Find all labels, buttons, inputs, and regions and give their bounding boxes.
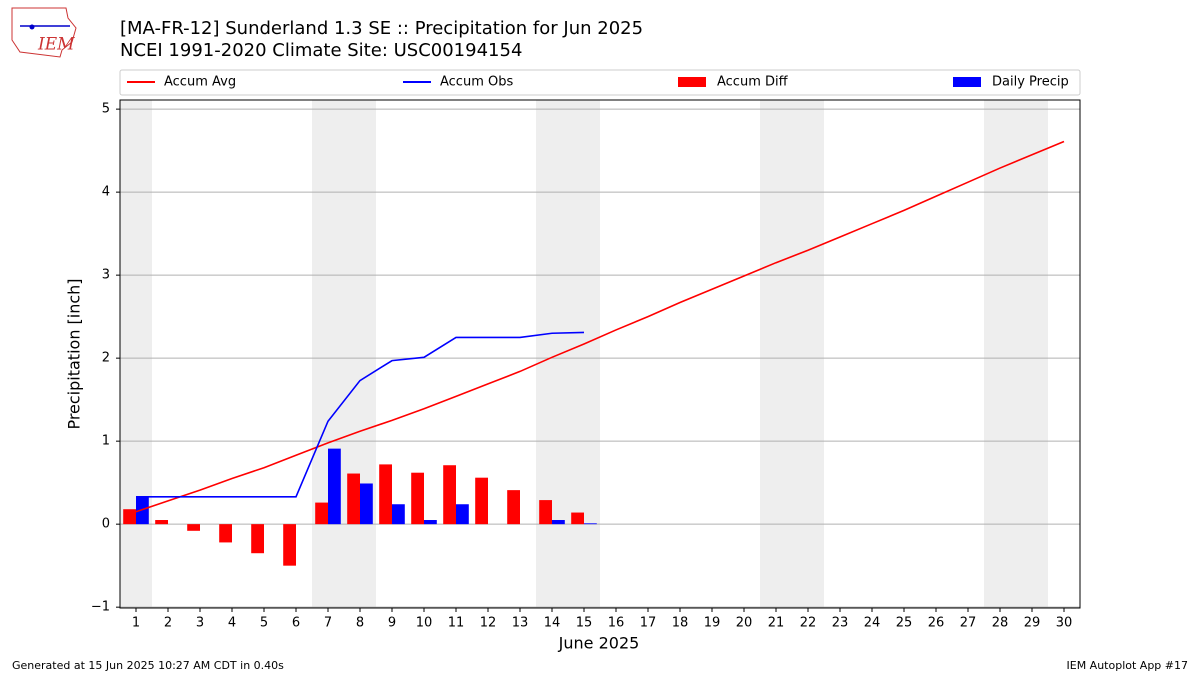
x-tick-label: 26 — [928, 616, 945, 631]
weekend-shade — [312, 100, 376, 608]
chart-title: [MA-FR-12] Sunderland 1.3 SE :: Precipit… — [120, 18, 643, 39]
x-tick-label: 3 — [196, 616, 204, 631]
line — [135, 140, 1065, 513]
x-tick-label: 29 — [1024, 616, 1041, 631]
x-tick-label: 19 — [704, 616, 721, 631]
weekend-shade — [120, 100, 152, 608]
y-tick-label: −1 — [91, 600, 110, 615]
x-tick-label: 30 — [1056, 616, 1073, 631]
x-tick-label: 28 — [992, 616, 1009, 631]
bar — [155, 520, 168, 525]
logo: IEM — [11, 7, 77, 58]
bar — [315, 502, 328, 525]
bar — [347, 473, 360, 525]
weekend-shade — [984, 100, 1048, 608]
y-tick-label: 0 — [102, 517, 110, 532]
y-tick-label: 2 — [102, 351, 110, 366]
x-tick-label: 10 — [416, 616, 433, 631]
bar — [552, 520, 565, 525]
bar — [328, 448, 341, 525]
x-tick-label: 13 — [512, 616, 529, 631]
x-tick-label: 24 — [864, 616, 881, 631]
footer-right: IEM Autoplot App #17 — [1067, 659, 1189, 672]
x-tick-label: 6 — [292, 616, 300, 631]
plot-frame — [119, 99, 1081, 609]
bar — [379, 464, 392, 525]
legend-label: Accum Diff — [717, 75, 789, 90]
logo-text: IEM — [37, 35, 75, 55]
bar — [411, 472, 424, 525]
bar — [187, 524, 200, 531]
x-tick-label: 14 — [544, 616, 561, 631]
bar — [539, 500, 552, 525]
bar — [507, 490, 520, 525]
legend-label: Accum Obs — [440, 75, 513, 90]
chart-subtitle: NCEI 1991-2020 Climate Site: USC00194154 — [120, 40, 522, 61]
x-tick-label: 18 — [672, 616, 689, 631]
y-tick-label: 3 — [102, 268, 110, 283]
bar — [392, 504, 405, 525]
y-tick-label: 4 — [102, 185, 110, 200]
x-tick-label: 22 — [800, 616, 817, 631]
bar — [136, 496, 149, 525]
x-tick-label: 9 — [388, 616, 396, 631]
x-tick-label: 7 — [324, 616, 332, 631]
weekend-shade — [536, 100, 600, 608]
bar — [219, 524, 232, 543]
bar — [443, 465, 456, 525]
footer-left: Generated at 15 Jun 2025 10:27 AM CDT in… — [12, 659, 284, 672]
x-tick-label: 4 — [228, 616, 236, 631]
x-tick-label: 12 — [480, 616, 497, 631]
x-tick-label: 20 — [736, 616, 753, 631]
line — [136, 331, 585, 498]
x-axis-label: June 2025 — [558, 634, 640, 653]
x-tick-label: 17 — [640, 616, 657, 631]
y-tick-label: 1 — [102, 434, 110, 449]
bar — [424, 520, 437, 525]
legend — [119, 69, 1081, 96]
legend-label: Daily Precip — [992, 75, 1069, 90]
x-tick-label: 8 — [356, 616, 364, 631]
x-tick-label: 27 — [960, 616, 977, 631]
bar — [584, 523, 597, 525]
x-tick-label: 21 — [768, 616, 785, 631]
y-axis-label: Precipitation [inch] — [65, 278, 84, 429]
x-tick-label: 25 — [896, 616, 913, 631]
bar — [360, 483, 373, 525]
x-tick-label: 1 — [132, 616, 140, 631]
bar — [571, 512, 584, 525]
legend-swatch — [953, 77, 981, 87]
x-tick-label: 11 — [448, 616, 465, 631]
x-tick-label: 16 — [608, 616, 625, 631]
x-tick-label: 5 — [260, 616, 268, 631]
legend-label: Accum Avg — [164, 75, 236, 90]
bar — [251, 524, 264, 554]
x-tick-label: 15 — [576, 616, 593, 631]
bar — [456, 504, 469, 525]
x-tick-label: 23 — [832, 616, 849, 631]
weekend-shade — [760, 100, 824, 608]
bar — [475, 477, 488, 525]
y-tick-label: 5 — [102, 102, 110, 117]
bar — [123, 509, 136, 525]
x-tick-label: 2 — [164, 616, 172, 631]
legend-swatch — [678, 77, 706, 87]
bar — [283, 524, 296, 566]
